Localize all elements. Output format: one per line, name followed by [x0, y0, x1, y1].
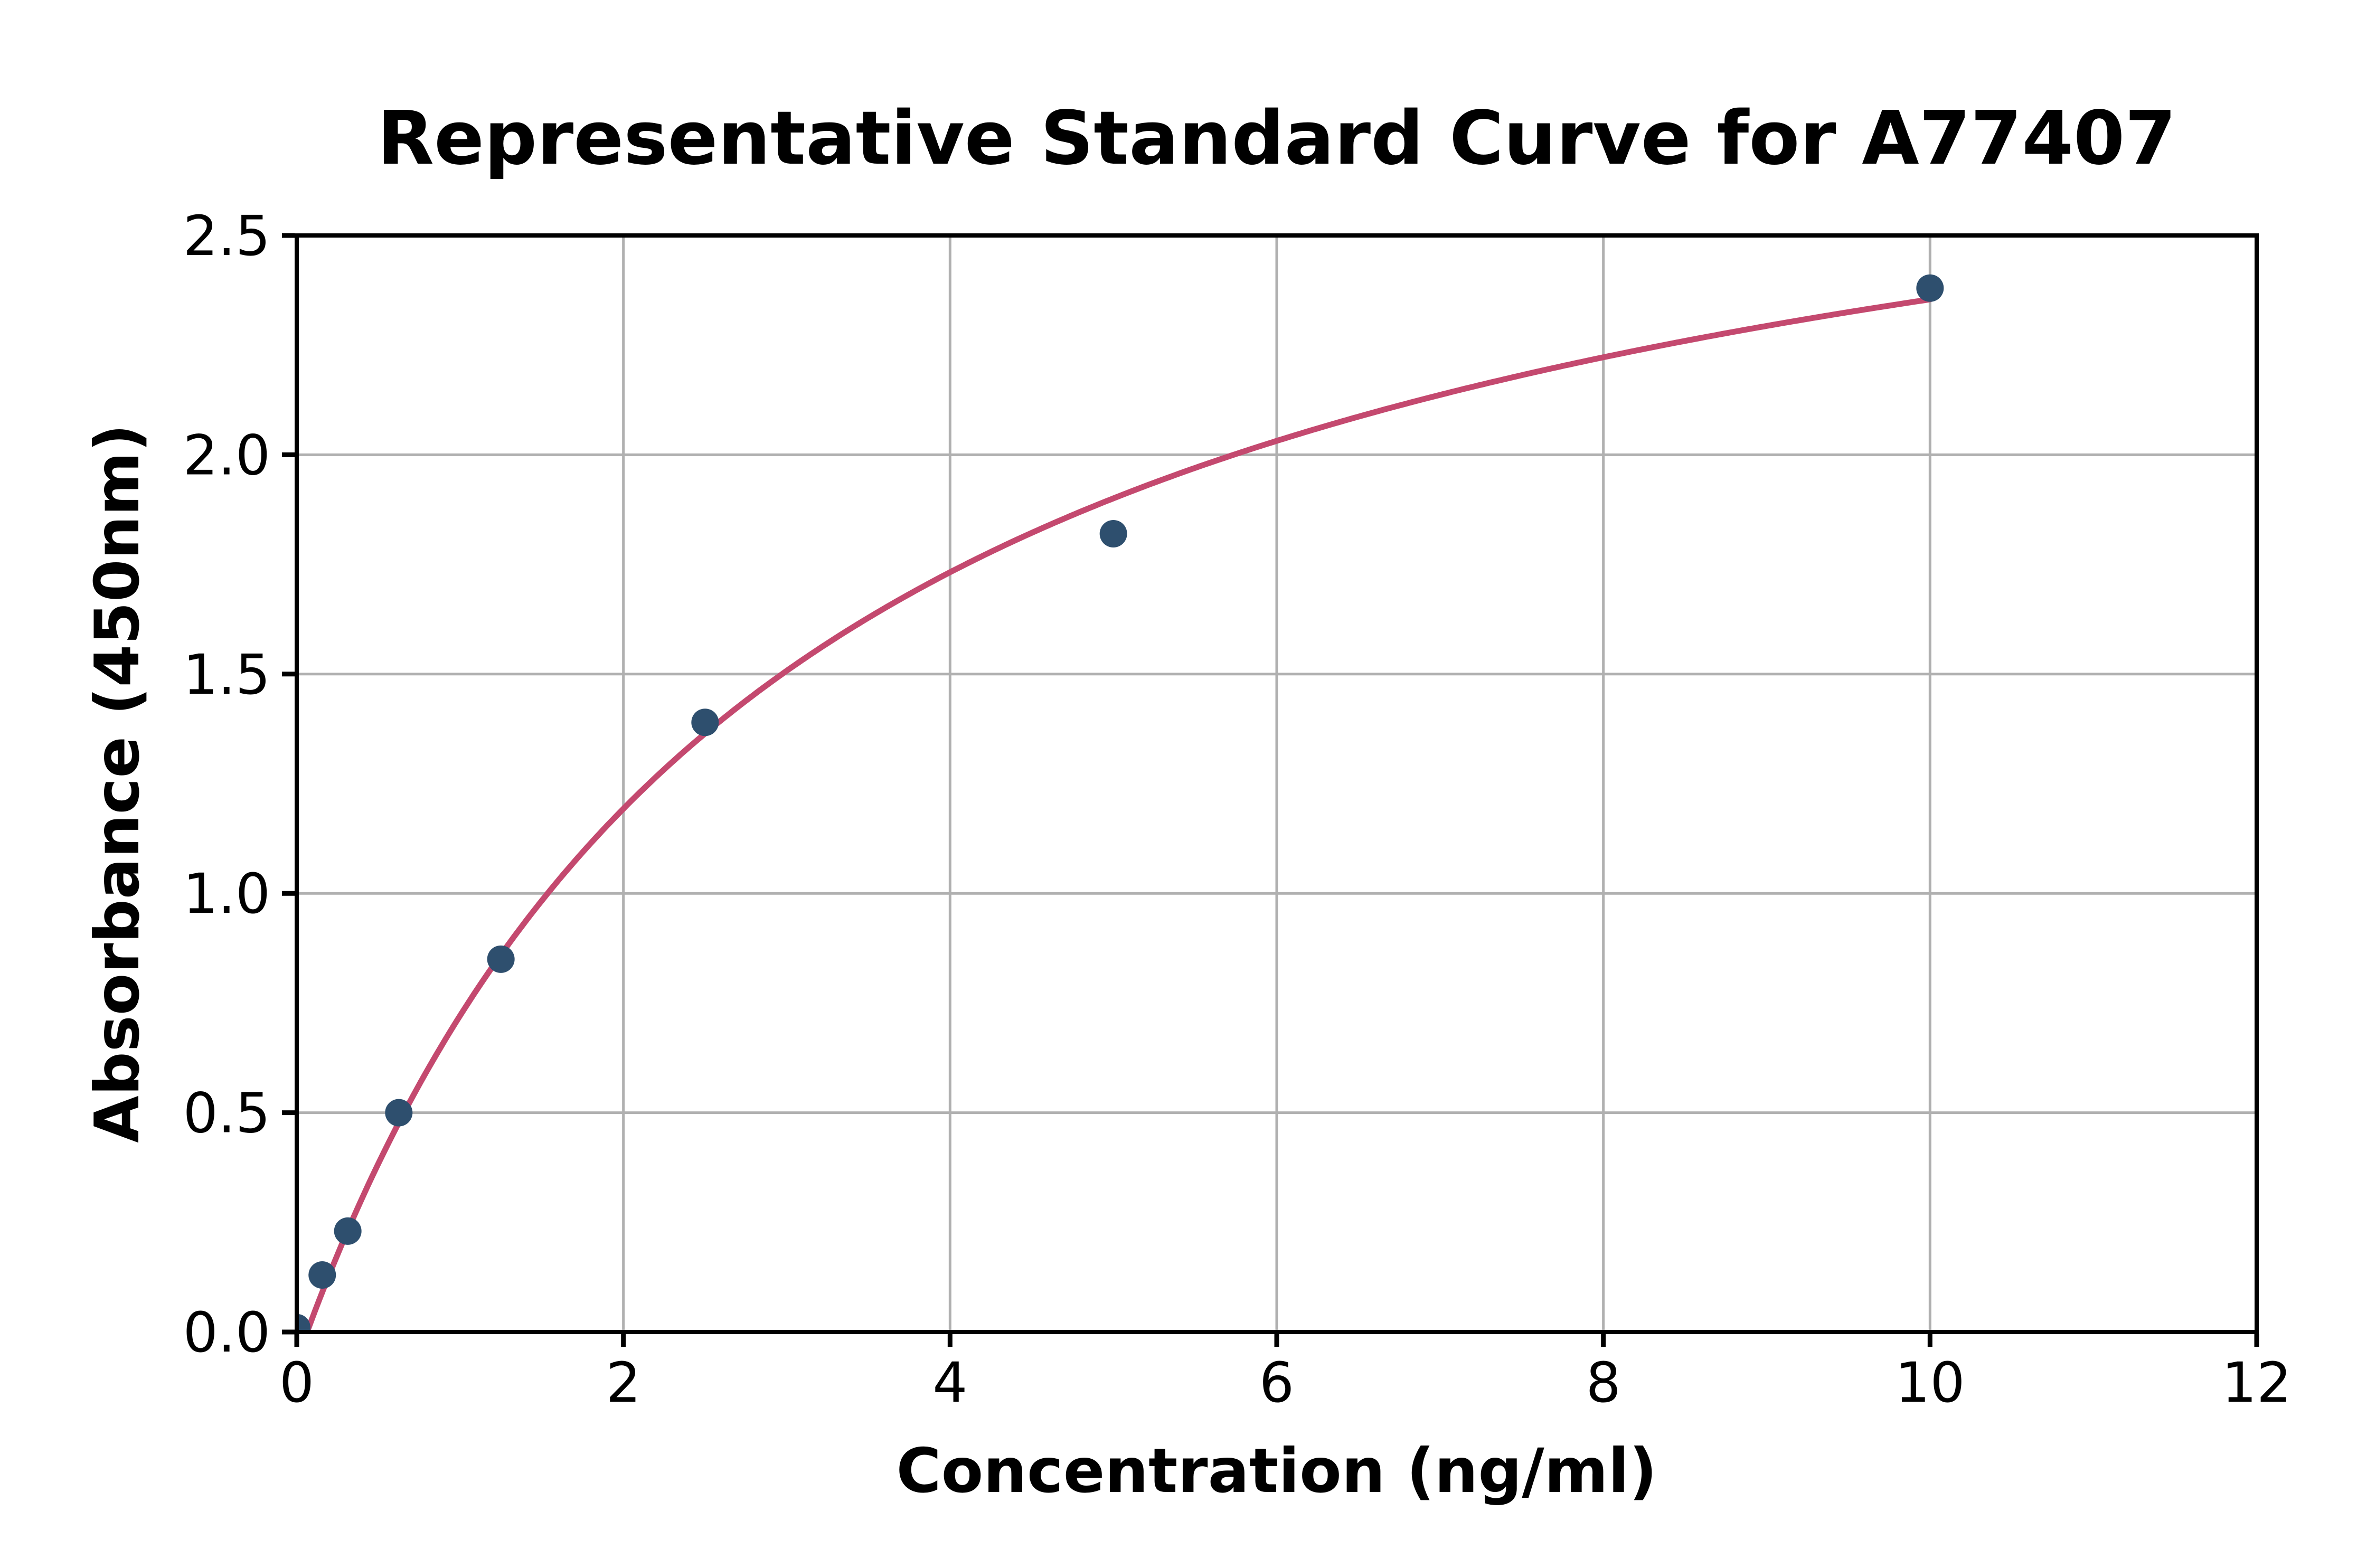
- y-tick-label: 1.5: [183, 643, 270, 707]
- gridlines: [297, 235, 2257, 1332]
- x-tick-label: 0: [279, 1350, 314, 1415]
- y-tick-label: 2.0: [183, 423, 270, 487]
- x-tick-label: 8: [1586, 1350, 1621, 1415]
- chart-title: Representative Standard Curve for A77407: [377, 96, 2176, 182]
- y-tick-label: 2.5: [183, 204, 270, 268]
- y-tick-label: 0.0: [183, 1300, 270, 1365]
- fitted-standard-curve: [304, 296, 1933, 1332]
- y-tick-label: 0.5: [183, 1081, 270, 1146]
- data-points-layer: [297, 274, 1944, 1332]
- fit-curve-layer: [304, 296, 1933, 1332]
- x-tick-label: 6: [1259, 1350, 1294, 1415]
- axes-layer: [282, 233, 2259, 1347]
- x-tick-label: 4: [932, 1350, 967, 1415]
- data-point: [308, 1261, 336, 1289]
- data-point: [691, 709, 719, 736]
- y-axis-label: Absorbance (450nm): [82, 424, 153, 1143]
- x-tick-label: 12: [2222, 1350, 2292, 1415]
- data-point: [1916, 274, 1944, 302]
- data-point: [297, 1314, 310, 1332]
- plot-border: [295, 233, 2259, 1334]
- y-tick-label: 1.0: [183, 862, 270, 926]
- x-tick-label: 10: [1895, 1350, 1965, 1415]
- data-point: [1099, 519, 1127, 547]
- x-tick-label: 2: [606, 1350, 641, 1415]
- tick-labels-layer: 0 2 4 6 8 10 12 0.0 0.5 1.0 1.5 2.0 2.5: [183, 204, 2292, 1415]
- data-point: [385, 1099, 413, 1127]
- data-point: [334, 1217, 362, 1245]
- data-point: [487, 945, 515, 973]
- x-axis-label: Concentration (ng/ml): [897, 1435, 1657, 1507]
